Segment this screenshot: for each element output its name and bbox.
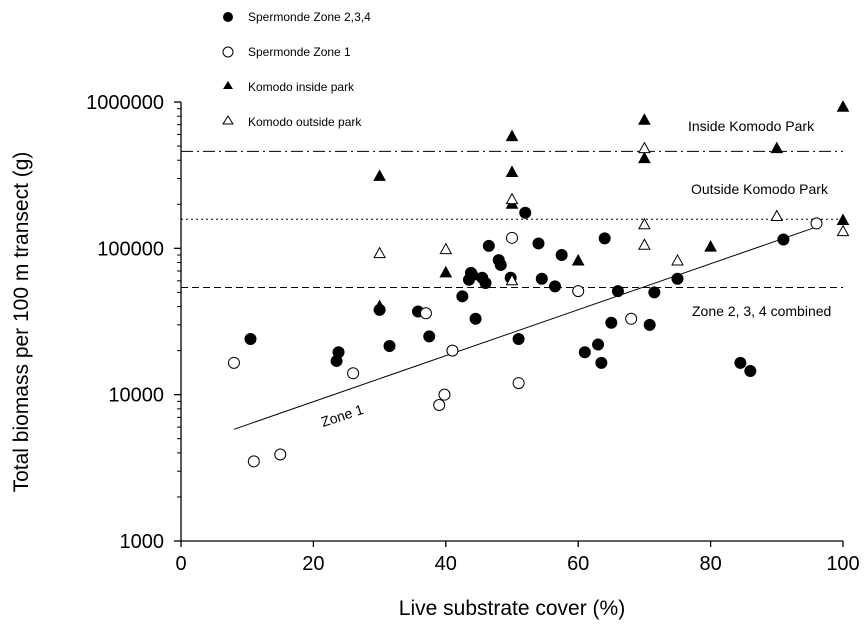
data-points bbox=[227, 100, 850, 468]
data-point-circle bbox=[433, 398, 446, 411]
ref-label-outside-komodo: Outside Komodo Park bbox=[691, 181, 829, 197]
data-point-triangle bbox=[439, 242, 453, 255]
data-point-circle bbox=[244, 333, 257, 346]
data-point-circle bbox=[535, 272, 548, 285]
x-tick-label: 80 bbox=[699, 553, 721, 575]
data-point-circle bbox=[438, 388, 451, 401]
x-tick-label: 60 bbox=[567, 553, 589, 575]
data-point-circle bbox=[744, 365, 757, 378]
data-point-triangle bbox=[505, 165, 519, 177]
axes bbox=[180, 102, 843, 542]
data-point-circle bbox=[648, 286, 661, 299]
data-point-circle bbox=[332, 346, 345, 359]
data-point-circle bbox=[506, 231, 518, 244]
data-point-circle bbox=[446, 344, 459, 357]
data-point-circle bbox=[611, 285, 624, 298]
y-tick-label: 1000 bbox=[120, 531, 165, 553]
data-point-triangle bbox=[836, 224, 850, 237]
data-point-circle bbox=[469, 312, 482, 325]
data-point-triangle bbox=[638, 151, 651, 164]
reference-lines bbox=[181, 150, 843, 288]
data-point-circle bbox=[532, 237, 545, 250]
data-point-circle bbox=[456, 290, 469, 303]
data-point-circle bbox=[494, 258, 507, 271]
data-point-circle bbox=[572, 285, 585, 298]
data-point-circle bbox=[519, 206, 532, 219]
y-tick-label: 10000 bbox=[108, 385, 164, 407]
data-point-triangle bbox=[505, 192, 519, 205]
legend-label-komodo-inside: Komodo inside park bbox=[248, 80, 355, 94]
y-tick-label: 1000000 bbox=[86, 92, 164, 114]
legend-marker-komodo-outside bbox=[222, 115, 234, 125]
y-axis-title: Total biomass per 100 m transect (g) bbox=[10, 152, 33, 493]
data-point-circle bbox=[777, 233, 790, 246]
fit-label-zone-1: Zone 1 bbox=[319, 401, 366, 430]
legend-label-komodo-outside: Komodo outside park bbox=[248, 115, 362, 129]
legend-marker-spermonde-zone-1 bbox=[222, 46, 234, 58]
data-point-triangle bbox=[638, 217, 651, 230]
data-point-triangle bbox=[373, 169, 386, 181]
x-axis-ticks: 0 20 40 60 80 100 bbox=[175, 541, 860, 575]
ref-label-zone-234: Zone 2, 3, 4 combined bbox=[692, 303, 831, 319]
data-point-circle bbox=[625, 312, 638, 325]
x-tick-label: 40 bbox=[435, 553, 457, 575]
x-axis-title: Live substrate cover (%) bbox=[399, 597, 625, 620]
legend: Spermonde Zone 2,3,4 Spermonde Zone 1 Ko… bbox=[222, 10, 371, 129]
x-tick-label: 0 bbox=[175, 553, 186, 575]
data-point-circle bbox=[555, 249, 568, 262]
data-point-circle bbox=[274, 448, 287, 461]
data-point-triangle bbox=[505, 129, 519, 142]
data-point-triangle bbox=[836, 100, 850, 112]
data-point-circle bbox=[592, 338, 605, 351]
data-point-circle bbox=[227, 356, 240, 369]
data-point-triangle bbox=[836, 213, 850, 225]
data-point-circle bbox=[383, 340, 396, 353]
legend-marker-spermonde-zone-234 bbox=[223, 12, 233, 22]
data-point-circle bbox=[479, 276, 492, 289]
data-point-circle bbox=[595, 356, 608, 369]
ref-label-inside-komodo: Inside Komodo Park bbox=[688, 118, 815, 134]
fit-lines bbox=[233, 226, 817, 430]
data-point-triangle bbox=[638, 238, 651, 250]
regression-line bbox=[233, 226, 817, 430]
legend-label-spermonde-zone-234: Spermonde Zone 2,3,4 bbox=[248, 10, 371, 24]
data-point-circle bbox=[578, 346, 591, 359]
data-point-triangle bbox=[469, 268, 482, 281]
data-point-triangle bbox=[373, 246, 386, 259]
data-point-triangle bbox=[671, 253, 684, 266]
data-point-circle bbox=[810, 217, 823, 230]
data-point-triangle bbox=[439, 265, 453, 278]
data-point-triangle bbox=[770, 141, 784, 154]
data-point-circle bbox=[512, 333, 525, 346]
x-tick-label: 20 bbox=[302, 553, 324, 575]
data-point-triangle bbox=[638, 113, 651, 125]
data-point-triangle bbox=[505, 273, 519, 286]
data-point-circle bbox=[671, 272, 684, 285]
data-point-circle bbox=[247, 455, 260, 468]
y-tick-label: 100000 bbox=[97, 238, 164, 260]
data-point-triangle bbox=[638, 141, 651, 154]
data-point-triangle bbox=[373, 299, 386, 312]
data-point-triangle bbox=[770, 209, 784, 222]
data-point-circle bbox=[482, 239, 495, 252]
data-point-circle bbox=[419, 307, 432, 320]
data-point-circle bbox=[643, 318, 656, 331]
legend-label-spermonde-zone-1: Spermonde Zone 1 bbox=[248, 45, 351, 59]
y-axis-ticks: 1000 10000 100000 1000000 bbox=[86, 92, 181, 553]
data-point-circle bbox=[549, 280, 562, 293]
legend-marker-komodo-inside bbox=[223, 81, 233, 89]
data-point-circle bbox=[598, 232, 611, 245]
x-tick-label: 100 bbox=[826, 553, 859, 575]
data-point-circle bbox=[512, 377, 525, 390]
data-point-circle bbox=[734, 356, 747, 369]
data-point-circle bbox=[423, 330, 436, 343]
data-point-triangle bbox=[571, 253, 585, 266]
data-point-triangle bbox=[704, 240, 717, 252]
data-point-circle bbox=[605, 316, 618, 329]
data-point-circle bbox=[347, 367, 360, 380]
